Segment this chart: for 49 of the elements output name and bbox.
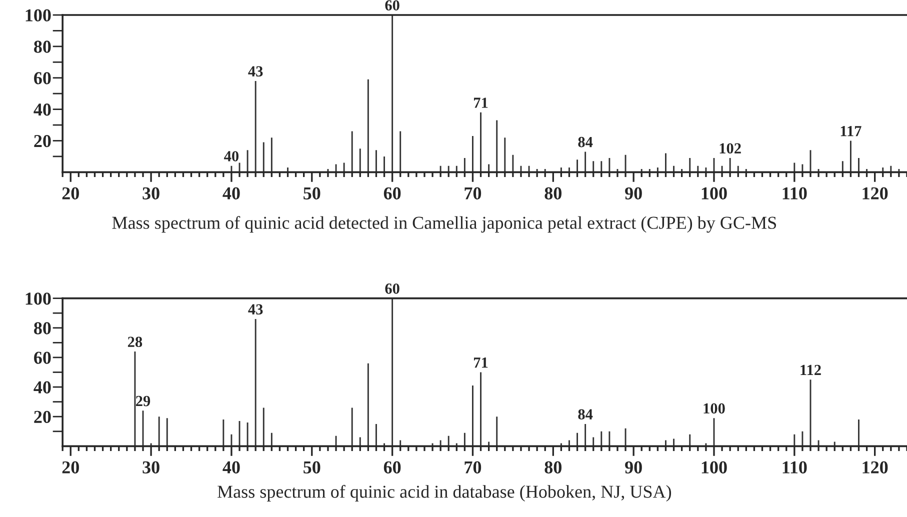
annotation: 71 — [474, 358, 488, 368]
annotation: 71 — [474, 98, 488, 108]
y-tick-label: 60 — [34, 352, 51, 364]
x-tick-label: 20 — [62, 187, 79, 200]
y-tick-label: 100 — [26, 9, 51, 22]
y-tick-label: 60 — [34, 72, 51, 84]
y-tick-label: 80 — [34, 40, 51, 53]
x-tick-label: 60 — [384, 461, 401, 474]
annotation: 40 — [224, 151, 239, 162]
annotation: 28 — [128, 336, 142, 348]
x-tick-label: 20 — [62, 461, 79, 474]
annotation: 84 — [578, 409, 593, 420]
x-tick-label: 60 — [384, 187, 401, 200]
x-tick-label: 100 — [702, 461, 727, 474]
x-tick-label: 90 — [625, 461, 642, 474]
x-tick-label: 70 — [464, 461, 482, 474]
y-tick-label: 100 — [26, 292, 51, 305]
annotation: 43 — [248, 304, 263, 315]
x-tick-label: 50 — [304, 461, 320, 474]
annotation: 112 — [800, 364, 821, 375]
y-tick-label: 40 — [34, 381, 51, 394]
x-tick-label: 70 — [464, 187, 482, 200]
y-tick-label: 40 — [34, 104, 51, 116]
annotation: 29 — [136, 396, 150, 406]
x-tick-label: 50 — [304, 187, 320, 200]
x-tick-label: 100 — [702, 187, 727, 200]
x-tick-label: 40 — [222, 187, 240, 200]
x-tick-label: 30 — [142, 461, 160, 474]
annotation: 60 — [385, 284, 400, 294]
annotation: 100 — [704, 403, 725, 414]
annotation: 117 — [840, 126, 862, 136]
x-tick-label: 90 — [625, 187, 642, 200]
x-tick-label: 80 — [544, 461, 562, 474]
x-tick-label: 110 — [782, 187, 807, 200]
x-tick-label: 40 — [222, 461, 240, 474]
y-tick-label: 20 — [34, 410, 51, 424]
x-tick-label: 120 — [862, 187, 888, 200]
text: Mass spectrum of quinic acid detected in Camellia japonica petal extract (CJPE) by GC-MS — [112, 216, 776, 233]
annotation: 60 — [385, 0, 400, 10]
y-tick-label: 80 — [34, 322, 51, 334]
x-tick-label: 30 — [142, 187, 160, 200]
text: Mass spectrum of quinic acid in database (Hoboken, NJ, USA) — [218, 484, 672, 502]
annotation: 84 — [578, 136, 593, 148]
x-tick-label: 80 — [544, 187, 562, 200]
x-tick-label: 120 — [862, 461, 888, 474]
x-tick-label: 110 — [782, 461, 807, 474]
y-tick-label: 20 — [34, 134, 51, 148]
annotation: 43 — [248, 66, 263, 77]
annotation: 102 — [720, 143, 741, 154]
